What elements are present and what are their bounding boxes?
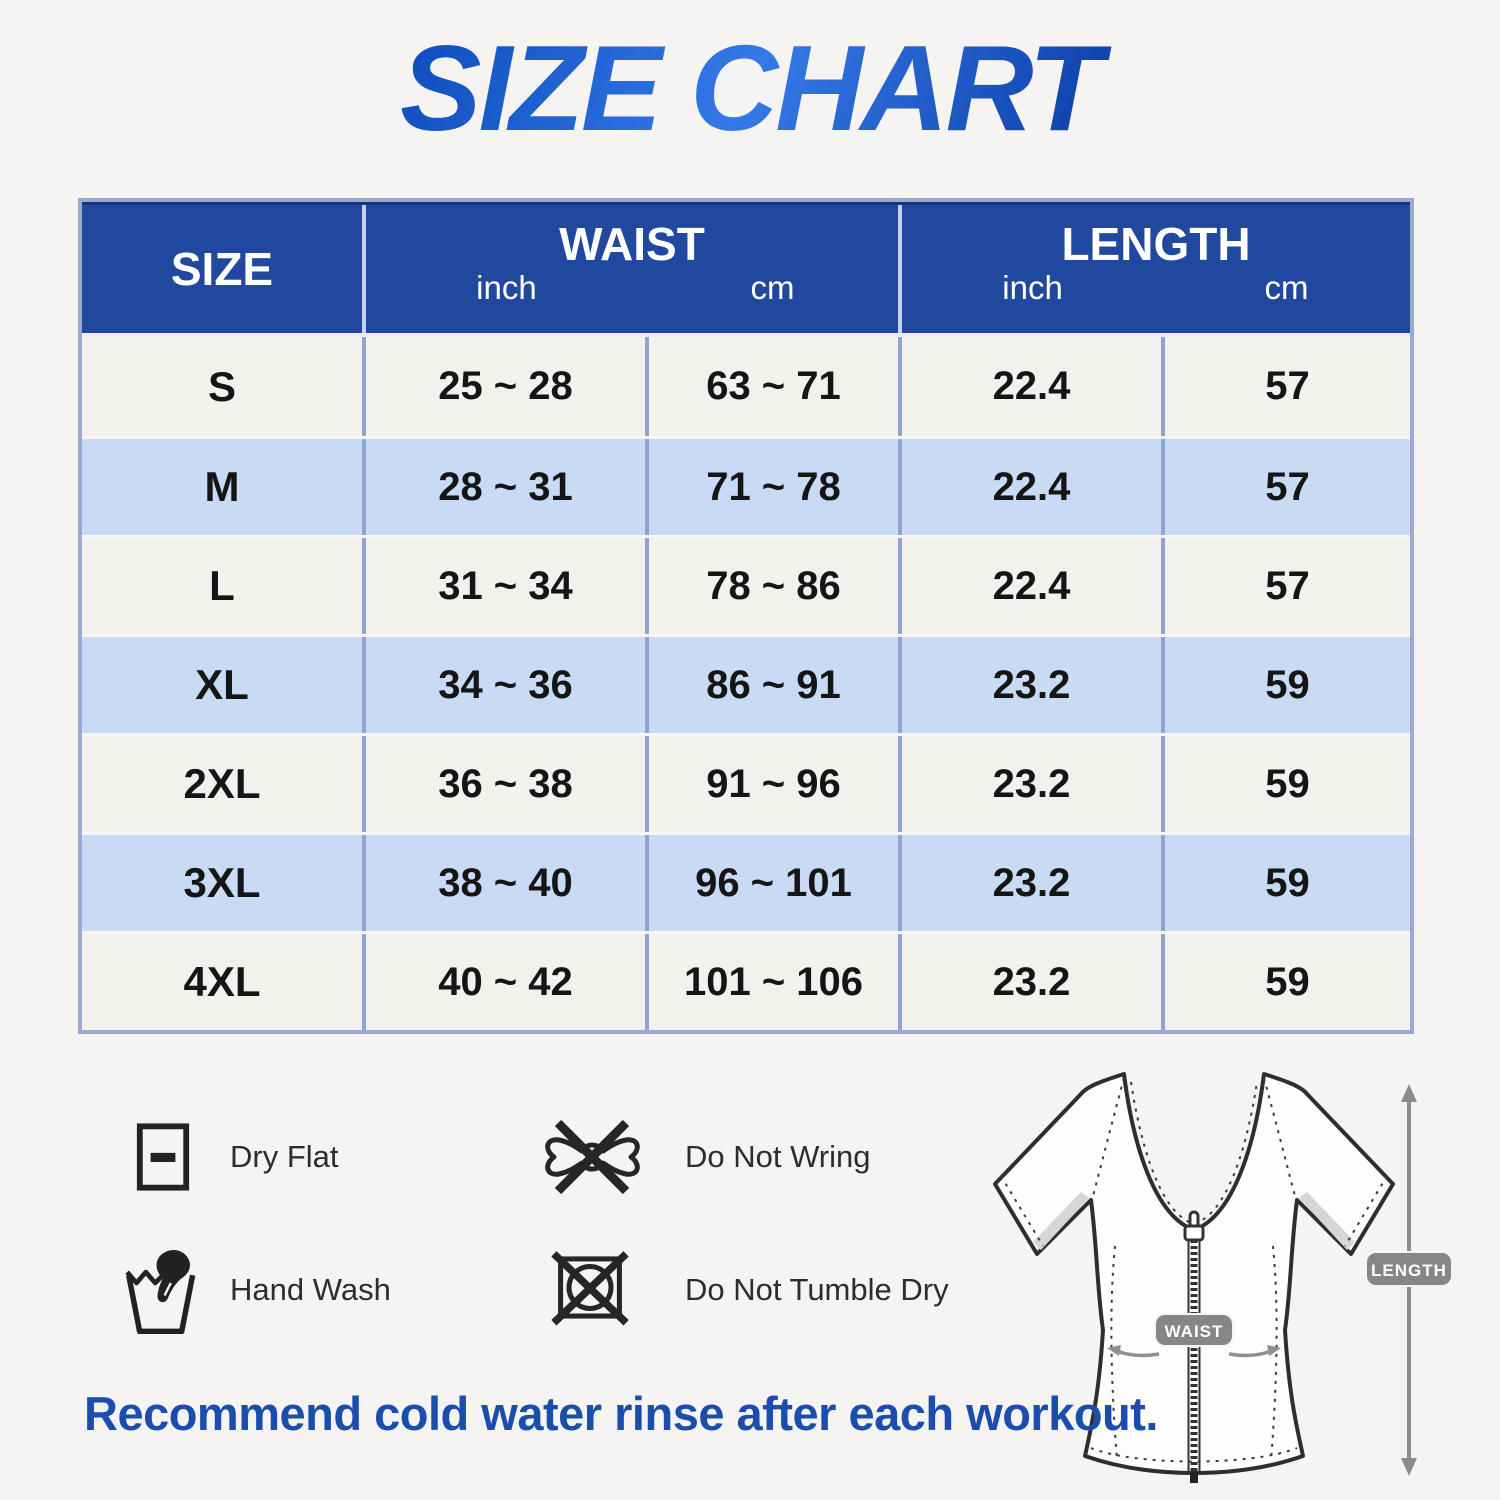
care-label: Dry Flat — [230, 1138, 339, 1174]
length-inch-cell: 22.4 — [898, 337, 1161, 436]
waist-unit-inch: inch — [476, 269, 537, 306]
waist-cm-cell: 78 ~ 86 — [645, 538, 898, 634]
length-inch-cell: 22.4 — [898, 439, 1161, 535]
waist-inch-cell: 36 ~ 38 — [362, 736, 645, 832]
table-row: L 31 ~ 34 78 ~ 86 22.4 57 — [82, 535, 1410, 634]
care-item-do-not-wring: Do Not Wring — [495, 1090, 975, 1223]
size-cell: XL — [195, 661, 249, 708]
care-row: Dry Flat Do Not Wring — [95, 1090, 995, 1223]
table-row: 4XL 40 ~ 42 101 ~ 106 23.2 59 — [82, 931, 1410, 1030]
waist-pill-label: WAIST — [1165, 1322, 1224, 1341]
length-cm-cell: 59 — [1161, 934, 1410, 1030]
length-cm-cell: 57 — [1161, 439, 1410, 535]
care-label: Hand Wash — [230, 1271, 391, 1307]
length-unit-cm: cm — [1264, 269, 1309, 306]
size-cell: 3XL — [183, 859, 261, 906]
waist-cm-cell: 71 ~ 78 — [645, 439, 898, 535]
page-title: SIZE CHART — [0, 18, 1500, 158]
length-pill — [1365, 1251, 1453, 1287]
table-body: S 25 ~ 28 63 ~ 71 22.4 57 M 28 ~ 31 71 ~… — [82, 337, 1410, 1030]
waist-inch-cell: 31 ~ 34 — [362, 538, 645, 634]
length-cm-cell: 59 — [1161, 835, 1410, 931]
waist-inch-cell: 28 ~ 31 — [362, 439, 645, 535]
waist-cm-cell: 86 ~ 91 — [645, 637, 898, 733]
column-header-length: LENGTH inch cm — [898, 205, 1410, 333]
waist-cm-cell: 91 ~ 96 — [645, 736, 898, 832]
garment-outline — [993, 1072, 1395, 1475]
waist-inch-cell: 38 ~ 40 — [362, 835, 645, 931]
length-inch-cell: 22.4 — [898, 538, 1161, 634]
garment-diagram: WAIST — [985, 1066, 1403, 1490]
waist-units: inch cm — [366, 271, 898, 304]
length-indicator: LENGTH — [1364, 1080, 1454, 1480]
waist-cm-cell: 96 ~ 101 — [645, 835, 898, 931]
length-cm-cell: 59 — [1161, 736, 1410, 832]
care-instructions: Dry Flat Do Not Wring — [95, 1090, 995, 1356]
waist-unit-cm: cm — [750, 269, 795, 306]
length-units: inch cm — [902, 271, 1410, 304]
length-cm-cell: 57 — [1161, 337, 1410, 436]
table-row: S 25 ~ 28 63 ~ 71 22.4 57 — [82, 337, 1410, 436]
do-not-wring-icon — [495, 1114, 685, 1200]
care-label: Do Not Tumble Dry — [685, 1271, 949, 1307]
size-cell: L — [209, 562, 235, 609]
length-inch-cell: 23.2 — [898, 736, 1161, 832]
length-inch-cell: 23.2 — [898, 835, 1161, 931]
length-inch-cell: 23.2 — [898, 637, 1161, 733]
size-chart-table: SIZE WAIST inch cm LENGTH inch cm S 25 ~… — [78, 198, 1414, 1034]
care-row: Hand Wash Do Not Tumble Dry — [95, 1223, 995, 1356]
size-cell: 2XL — [183, 760, 261, 807]
length-unit-inch: inch — [1002, 269, 1063, 306]
care-label: Do Not Wring — [685, 1138, 871, 1174]
waist-inch-cell: 25 ~ 28 — [362, 337, 645, 436]
table-row: 2XL 36 ~ 38 91 ~ 96 23.2 59 — [82, 733, 1410, 832]
table-row: M 28 ~ 31 71 ~ 78 22.4 57 — [82, 436, 1410, 535]
waist-cm-cell: 63 ~ 71 — [645, 337, 898, 436]
waist-cm-cell: 101 ~ 106 — [645, 934, 898, 1030]
dry-flat-icon — [95, 1121, 230, 1193]
table-row: XL 34 ~ 36 86 ~ 91 23.2 59 — [82, 634, 1410, 733]
column-header-waist: WAIST inch cm — [362, 205, 898, 333]
length-header-label: LENGTH — [1061, 218, 1251, 270]
hand-wash-icon — [95, 1244, 230, 1336]
length-pill-label: LENGTH — [1371, 1261, 1447, 1280]
size-cell: 4XL — [183, 958, 261, 1005]
waist-inch-cell: 34 ~ 36 — [362, 637, 645, 733]
size-cell: S — [207, 362, 236, 410]
table-header: SIZE WAIST inch cm LENGTH inch cm — [82, 202, 1410, 337]
length-cm-cell: 59 — [1161, 637, 1410, 733]
care-item-hand-wash: Hand Wash — [95, 1223, 495, 1356]
footer-note: Recommend cold water rinse after each wo… — [84, 1387, 1158, 1440]
waist-inch-cell: 40 ~ 42 — [362, 934, 645, 1030]
table-row: 3XL 38 ~ 40 96 ~ 101 23.2 59 — [82, 832, 1410, 931]
waist-pill — [1154, 1313, 1234, 1347]
care-item-do-not-tumble-dry: Do Not Tumble Dry — [495, 1223, 975, 1356]
length-inch-cell: 23.2 — [898, 934, 1161, 1030]
length-cm-cell: 57 — [1161, 538, 1410, 634]
care-item-dry-flat: Dry Flat — [95, 1090, 495, 1223]
size-cell: M — [204, 463, 240, 510]
column-header-size: SIZE — [170, 243, 274, 295]
waist-header-label: WAIST — [559, 218, 705, 270]
do-not-tumble-dry-icon — [495, 1248, 685, 1332]
